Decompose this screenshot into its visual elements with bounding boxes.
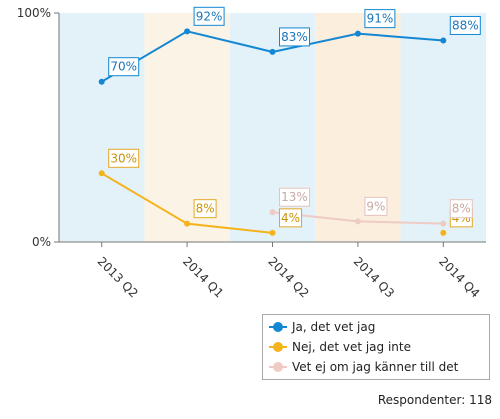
x-tick-label: 2014 Q3 — [351, 254, 397, 300]
legend-label-ja: Ja, det vet jag — [292, 320, 376, 334]
data-label-box — [108, 57, 140, 77]
x-tick-label: 2014 Q2 — [265, 254, 311, 300]
data-point[interactable] — [354, 218, 361, 225]
plot-band — [59, 13, 145, 242]
legend-marker-vet-ej — [269, 361, 287, 373]
data-label: 4% — [281, 211, 300, 225]
respondent-count: Respondenter: 118 — [377, 393, 492, 407]
data-label: 91% — [367, 12, 394, 26]
data-label-box — [449, 15, 481, 35]
x-tick-label: 2014 Q1 — [180, 254, 226, 300]
data-point[interactable] — [184, 220, 191, 227]
data-label: 8% — [452, 202, 471, 216]
data-point[interactable] — [269, 229, 276, 236]
data-label: 9% — [366, 199, 385, 213]
plot-band — [144, 13, 230, 242]
data-label-box — [279, 187, 310, 207]
data-label: 30% — [110, 151, 137, 165]
data-label: 88% — [452, 18, 479, 32]
x-tick-label: 2014 Q4 — [436, 254, 482, 300]
data-label-box — [279, 27, 310, 47]
data-label-box — [449, 199, 473, 219]
data-point[interactable] — [98, 78, 105, 85]
y-tick-label: 100% — [17, 6, 51, 20]
data-point[interactable] — [440, 37, 447, 44]
data-label: 13% — [281, 190, 308, 204]
data-point[interactable] — [269, 209, 276, 216]
plot-band — [315, 13, 401, 242]
legend-label-vet-ej: Vet ej om jag känner till det — [292, 360, 459, 374]
legend-marker-ja — [269, 321, 287, 333]
data-label: 92% — [196, 9, 223, 23]
data-label-box — [193, 6, 225, 26]
data-label-box — [193, 199, 217, 219]
data-point[interactable] — [269, 48, 276, 55]
data-label: 70% — [110, 60, 137, 74]
data-point[interactable] — [440, 229, 447, 236]
data-label-box — [279, 208, 302, 228]
data-label-box — [364, 196, 388, 216]
plot-band — [229, 13, 316, 242]
x-tick-label: 2013 Q2 — [95, 254, 141, 300]
data-point[interactable] — [354, 30, 361, 37]
data-label-box — [108, 148, 140, 168]
legend-item-nej[interactable]: Nej, det vet jag inte — [269, 337, 489, 357]
legend-marker-nej — [269, 341, 287, 353]
legend-item-vet-ej[interactable]: Vet ej om jag känner till det — [269, 357, 489, 377]
legend-label-nej: Nej, det vet jag inte — [292, 340, 411, 354]
data-point[interactable] — [440, 220, 447, 227]
legend-item-ja[interactable]: Ja, det vet jag — [269, 317, 489, 337]
data-label: 83% — [281, 30, 308, 44]
legend: Ja, det vet jag Nej, det vet jag inte Ve… — [262, 314, 490, 380]
data-label-box — [364, 9, 396, 29]
data-point[interactable] — [98, 170, 105, 177]
y-tick-label: 0% — [32, 235, 51, 249]
data-point[interactable] — [184, 28, 191, 35]
data-label: 8% — [196, 202, 215, 216]
plot-band — [400, 13, 486, 242]
